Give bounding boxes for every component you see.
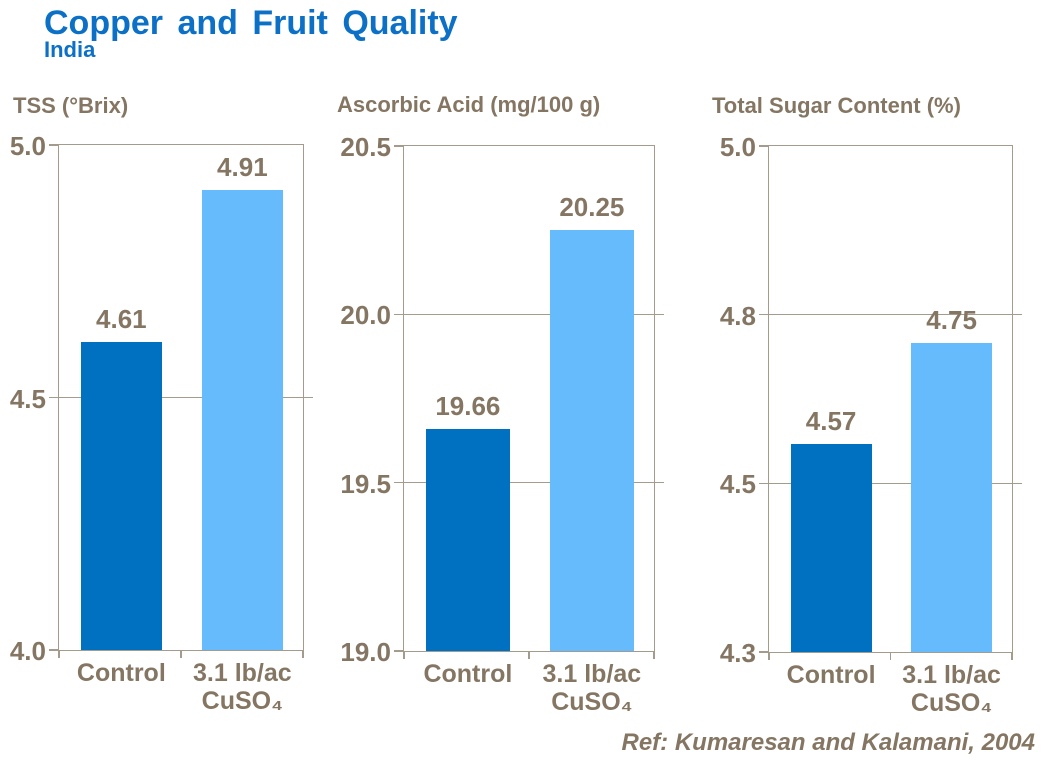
- bar-control: [80, 341, 162, 650]
- y-tick-mark: [394, 650, 404, 652]
- category-label: 3.1 lb/ac CuSO₄: [542, 660, 642, 716]
- y-tick-label: 4.8: [719, 300, 756, 331]
- category-label: Control: [76, 659, 166, 687]
- y-tick-label: 5.0: [9, 131, 46, 161]
- reference-text: Ref: Kumaresan and Kalamani, 2004: [621, 729, 1036, 756]
- y-tick-mark: [759, 651, 769, 653]
- bar-value-label: 4.61: [96, 303, 147, 334]
- x-tick-mark: [528, 651, 530, 659]
- category-label: 3.1 lb/ac CuSO₄: [902, 661, 1001, 717]
- bar-value-label: 19.66: [435, 390, 501, 421]
- y-tick-label: 4.5: [719, 469, 756, 500]
- category-label: Control: [786, 661, 876, 689]
- bar-value-label: 20.25: [559, 192, 625, 223]
- bar-control: [426, 428, 510, 651]
- y-tick-mark: [759, 145, 769, 147]
- y-tick-mark: [49, 144, 59, 146]
- x-tick-mark: [1011, 652, 1013, 660]
- x-tick-mark: [302, 650, 304, 658]
- x-tick-mark: [768, 652, 770, 660]
- chart-title-tss: TSS (°Brix): [13, 93, 129, 118]
- page-title: Copper and Fruit Quality: [44, 4, 458, 42]
- bar-treatment: [911, 342, 993, 652]
- gridline: [394, 481, 664, 484]
- y-tick-label: 19.0: [340, 637, 391, 667]
- gridline: [394, 313, 664, 316]
- y-tick-label: 4.5: [9, 383, 46, 414]
- chart-title-ascorbic-acid: Ascorbic Acid (mg/100 g): [337, 92, 601, 117]
- y-tick-label: 4.0: [9, 636, 46, 666]
- bar-value-label: 4.91: [217, 152, 268, 183]
- bar-control: [790, 443, 872, 652]
- page-subtitle: India: [44, 37, 96, 62]
- gridline: [759, 313, 1022, 316]
- x-tick-mark: [58, 650, 60, 658]
- y-tick-label: 20.0: [340, 300, 391, 331]
- x-tick-mark: [889, 652, 892, 660]
- bar-treatment: [201, 190, 283, 650]
- y-tick-mark: [49, 649, 59, 651]
- category-label: 3.1 lb/ac CuSO₄: [193, 659, 292, 715]
- gridline: [759, 482, 1022, 485]
- y-tick-label: 4.3: [719, 638, 756, 668]
- chart-ascorbic-acid-plot-area: 20.5 20.0 19.5 19.0 19.66 Control 20.25 3.1 lb/…: [340, 132, 664, 716]
- chart-title-total-sugar: Total Sugar Content (%): [712, 93, 961, 118]
- bar-value-label: 4.75: [926, 304, 977, 335]
- bar-value-label: 4.57: [805, 405, 857, 436]
- y-tick-label: 20.5: [340, 132, 391, 162]
- x-tick-mark: [403, 651, 405, 659]
- y-tick-label: 19.5: [340, 468, 391, 499]
- x-tick-mark: [653, 651, 655, 659]
- x-tick-mark: [180, 650, 182, 658]
- y-tick-label: 5.0: [719, 132, 756, 162]
- category-label: Control: [423, 660, 513, 688]
- chart-total-sugar-plot-area: 5.0 4.8 4.5 4.3 4.57 Control 4.75 3.1 lb/ac CuS…: [720, 132, 1022, 717]
- gridline: [49, 396, 313, 399]
- y-tick-mark: [394, 145, 404, 147]
- bar-treatment: [550, 230, 634, 651]
- chart-tss-plot-area: 5.0 4.5 4.0 4.61 Control 4.91 3.1 lb/ac CuSO₄: [10, 131, 313, 715]
